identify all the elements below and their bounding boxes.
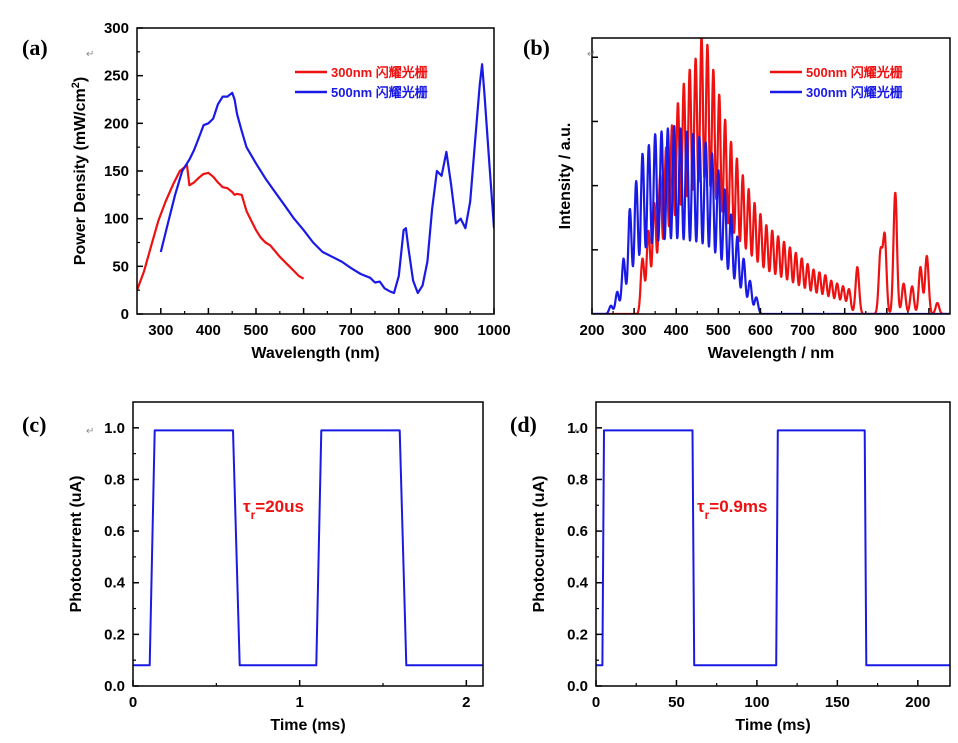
chart-panel-d: (d) 0 50 100 150 200 0.0 0.2 0.4 0.6 0.8 1.0 Time (m… — [510, 401, 951, 734]
y-tick-label: 0.6 — [567, 523, 588, 540]
legend-entry: 500nm 闪耀光栅 — [806, 65, 903, 80]
x-tick-label: 150 — [825, 694, 850, 711]
y-tick-label: 1.0 — [567, 420, 588, 437]
y-tick-label: 0.8 — [104, 471, 125, 488]
x-axis-title: Wavelength (nm) — [251, 345, 379, 362]
x-tick-label: 2 — [462, 694, 470, 711]
panel-label: (b) — [523, 35, 550, 60]
y-axis-title: Power Density (mW/cm2) — [70, 77, 89, 265]
return-mark-icon: ↵ — [86, 426, 94, 437]
chart-panel-b: (b) 200 300 400 500 600 700 800 900 1000 Wavelengt… — [523, 35, 951, 362]
x-tick-label: 700 — [339, 322, 364, 339]
x-tick-label: 1000 — [912, 322, 945, 339]
series-line-2 — [159, 63, 494, 295]
legend-entry: 300nm 闪耀光栅 — [331, 65, 428, 80]
x-tick-label: 300 — [148, 322, 173, 339]
plot-frame — [595, 401, 951, 687]
y-tick-label: 0.0 — [567, 678, 588, 695]
x-tick-label: 400 — [664, 322, 689, 339]
y-axis-title: Photocurrent (uA) — [68, 476, 85, 613]
x-tick-label: 200 — [579, 322, 604, 339]
series-line-2 — [592, 125, 950, 314]
x-tick-label: 1000 — [477, 322, 510, 339]
y-tick-label: 300 — [104, 20, 129, 37]
x-tick-label: 50 — [668, 694, 685, 711]
y-axis-title: Photocurrent (uA) — [531, 476, 548, 613]
legend-entry: 500nm 闪耀光栅 — [331, 85, 428, 100]
y-tick-label: 0.8 — [567, 471, 588, 488]
chart-panel-a: (a) 300 400 500 600 700 800 900 1000 0 50 100 150 200… — [22, 20, 511, 362]
x-axis-title: Time (ms) — [735, 717, 810, 734]
panel-label: (d) — [510, 412, 537, 437]
x-tick-label: 900 — [874, 322, 899, 339]
y-tick-label: 250 — [104, 68, 129, 85]
y-tick-label: 0.6 — [104, 523, 125, 540]
y-tick-label: 150 — [104, 163, 129, 180]
x-axis-title: Time (ms) — [270, 717, 345, 734]
chart-panel-c: (c) 0 1 2 0.0 0.2 0.4 0.6 0.8 1.0 Time (ms) Photocu… — [22, 401, 484, 734]
rise-time-annotation: τr=20us — [243, 497, 304, 522]
x-tick-label: 700 — [790, 322, 815, 339]
y-axis-title: Intensity / a.u. — [557, 123, 574, 230]
y-tick-label: 100 — [104, 211, 129, 228]
series-line-1 — [592, 38, 950, 314]
x-tick-label: 1 — [295, 694, 303, 711]
y-tick-label: 0.0 — [104, 678, 125, 695]
panel-label: (a) — [22, 35, 48, 60]
y-tick-label: 1.0 — [104, 420, 125, 437]
rise-time-annotation: τr=0.9ms — [697, 497, 767, 522]
y-tick-label: 0.4 — [104, 575, 126, 592]
y-tick-label: 0.2 — [567, 626, 588, 643]
x-tick-label: 0 — [129, 694, 137, 711]
y-tick-label: 0 — [121, 306, 129, 323]
y-tick-label: 200 — [104, 115, 129, 132]
x-tick-label: 500 — [706, 322, 731, 339]
return-mark-icon: ↵ — [587, 49, 595, 60]
x-tick-label: 600 — [748, 322, 773, 339]
x-tick-label: 500 — [243, 322, 268, 339]
x-tick-label: 900 — [434, 322, 459, 339]
y-tick-label: 0.4 — [567, 575, 589, 592]
return-mark-icon: ↵ — [86, 49, 94, 60]
return-mark-icon: ↵ — [574, 426, 582, 437]
x-tick-label: 600 — [291, 322, 316, 339]
panel-label: (c) — [22, 412, 46, 437]
plot-frame — [591, 37, 951, 315]
x-tick-label: 300 — [622, 322, 647, 339]
plot-frame — [132, 401, 484, 687]
x-tick-label: 400 — [196, 322, 221, 339]
x-tick-label: 800 — [386, 322, 411, 339]
x-tick-label: 800 — [832, 322, 857, 339]
y-tick-label: 0.2 — [104, 626, 125, 643]
series-line-1 — [596, 429, 950, 667]
x-tick-label: 0 — [592, 694, 600, 711]
y-tick-label: 50 — [112, 258, 129, 275]
series-line-1 — [133, 429, 483, 667]
x-tick-label: 100 — [744, 694, 769, 711]
series-line-1 — [137, 164, 305, 291]
x-axis-title: Wavelength / nm — [708, 345, 835, 362]
legend-entry: 300nm 闪耀光栅 — [806, 85, 903, 100]
x-tick-label: 200 — [905, 694, 930, 711]
